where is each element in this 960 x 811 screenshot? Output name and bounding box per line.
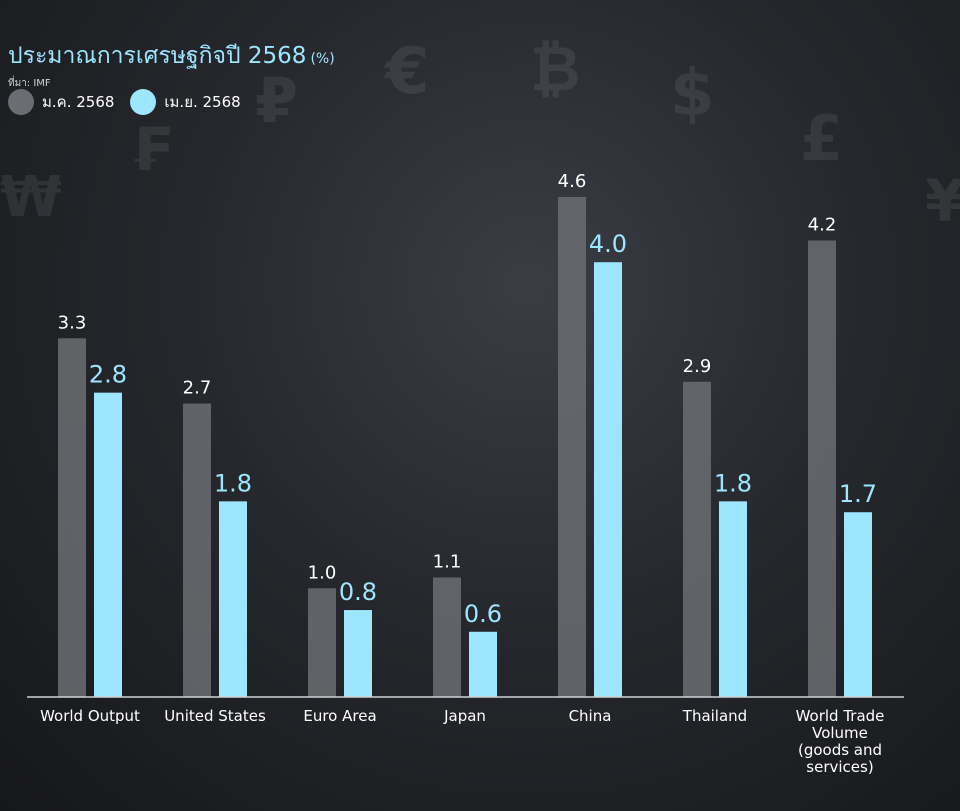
chart-title-text: ประมาณการเศรษฐกิจปี 2568	[8, 43, 307, 69]
bar-s1-c0	[94, 392, 122, 697]
bar-s1-c2	[344, 610, 372, 697]
bar-s0-c6	[808, 240, 836, 697]
data-label-s0-c1: 2.7	[183, 378, 212, 399]
legend-swatch-apr	[130, 89, 157, 115]
x-tick-label-4: China	[569, 707, 612, 725]
legend-item-apr: เม.ย. 2568	[130, 89, 241, 115]
data-label-s0-c4: 4.6	[558, 171, 587, 192]
x-tick-label-0: World Output	[40, 707, 140, 725]
x-tick-label-3: Japan	[443, 707, 486, 725]
data-label-s1-c3: 0.6	[464, 600, 502, 628]
legend-item-jan: ม.ค. 2568	[8, 89, 114, 115]
chart-legend: ม.ค. 2568 เม.ย. 2568	[8, 89, 241, 115]
x-tick-label-6: World Trade Volume (goods and services)	[796, 707, 885, 776]
data-label-s0-c0: 3.3	[58, 312, 87, 333]
data-label-s0-c3: 1.1	[433, 551, 462, 572]
data-label-s1-c1: 1.8	[214, 469, 252, 497]
data-label-s1-c2: 0.8	[339, 578, 377, 606]
bar-s1-c3	[469, 631, 497, 697]
bar-s1-c5	[719, 501, 747, 697]
chart-header: ประมาณการเศรษฐกิจปี 2568 (%) ที่มา: IMF	[8, 38, 335, 91]
bar-s0-c5	[683, 381, 711, 697]
chart-source: ที่มา: IMF	[8, 78, 51, 89]
bar-s1-c4	[594, 262, 622, 697]
data-label-s1-c0: 2.8	[89, 361, 127, 389]
legend-label-apr: เม.ย. 2568	[164, 93, 241, 111]
data-label-s1-c4: 4.0	[589, 230, 627, 258]
data-label-s0-c5: 2.9	[683, 356, 712, 377]
bar-s0-c1	[183, 403, 211, 697]
legend-swatch-jan	[8, 89, 34, 115]
chart-title-unit: (%)	[310, 51, 335, 67]
data-label-s1-c5: 1.8	[714, 469, 752, 497]
bar-s0-c0	[58, 338, 86, 697]
data-label-s0-c2: 1.0	[308, 562, 337, 583]
bar-s1-c1	[219, 501, 247, 697]
data-label-s1-c6: 1.7	[839, 480, 877, 508]
bar-s0-c4	[558, 197, 586, 697]
x-tick-label-1: United States	[164, 707, 266, 725]
x-tick-label-2: Euro Area	[303, 707, 376, 725]
bar-s1-c6	[844, 512, 872, 697]
bar-s0-c2	[308, 588, 336, 697]
chart-title: ประมาณการเศรษฐกิจปี 2568 (%)	[8, 38, 335, 74]
x-tick-label-5: Thailand	[682, 707, 747, 725]
legend-label-jan: ม.ค. 2568	[42, 93, 115, 111]
data-label-s0-c6: 4.2	[808, 214, 837, 235]
bar-s0-c3	[433, 577, 461, 697]
